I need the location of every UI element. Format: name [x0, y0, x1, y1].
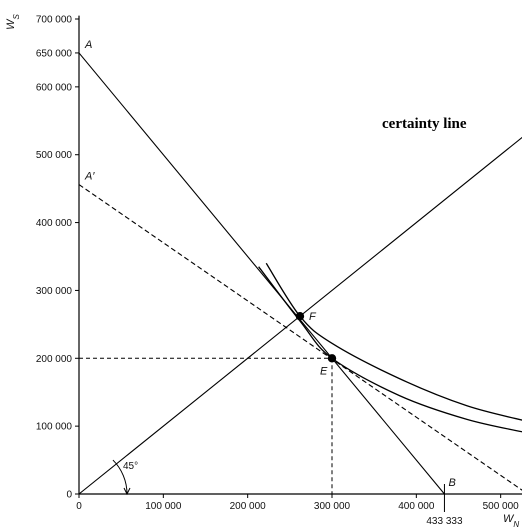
- angle-arrowhead: [123, 487, 131, 496]
- y-tick-label: 400 000: [36, 218, 73, 229]
- y-tick-label: 500 000: [36, 150, 73, 161]
- line-a-prime-b-prime: [78, 184, 522, 491]
- y-tick-label: 300 000: [36, 286, 73, 297]
- y-tick-label: 100 000: [36, 422, 73, 433]
- x-tick-label: 300 000: [314, 501, 351, 512]
- y-axis-label: WS: [5, 13, 21, 29]
- line-a-prime-b-prime-start-label: A′: [84, 171, 95, 183]
- y-tick-label: 700 000: [36, 15, 73, 26]
- x-tick-label: 200 000: [230, 501, 267, 512]
- indifference-curve-outer: [265, 262, 522, 421]
- point-f-label: F: [309, 311, 317, 323]
- y-tick-label: 200 000: [36, 354, 73, 365]
- y-tick-label: 650 000: [36, 48, 73, 59]
- x-tick-label: 100 000: [145, 501, 182, 512]
- line-ab: [78, 52, 445, 495]
- y-tick-label: 0: [66, 490, 72, 501]
- chart-points: [295, 312, 337, 363]
- chart-labels: 0 100 000 200 000 300 000 400 000 500 000 600 …: [5, 13, 520, 529]
- point-e-label: E: [320, 365, 328, 377]
- x-tick-label: 0: [76, 501, 82, 512]
- tick-marks: [75, 18, 502, 512]
- x-axis-label: WN: [503, 513, 519, 529]
- line-ab-start-label: A: [84, 39, 92, 51]
- angle-label: 45°: [123, 461, 138, 472]
- angle-arc: [112, 459, 128, 495]
- indifference-curves: [258, 262, 522, 433]
- guide-lines: [79, 357, 333, 494]
- x-tick-label: 400 000: [398, 501, 435, 512]
- point-e: [327, 354, 337, 363]
- axes: [78, 15, 522, 495]
- point-f: [295, 312, 305, 321]
- certainty-line-label: certainty line: [382, 116, 467, 132]
- line-ab-end-label: B: [448, 477, 455, 489]
- indifference-curve-inner: [258, 266, 522, 433]
- x-extra-tick-label: 433 333: [426, 516, 463, 527]
- x-tick-label: 500 000: [483, 501, 520, 512]
- y-tick-label: 600 000: [36, 82, 73, 93]
